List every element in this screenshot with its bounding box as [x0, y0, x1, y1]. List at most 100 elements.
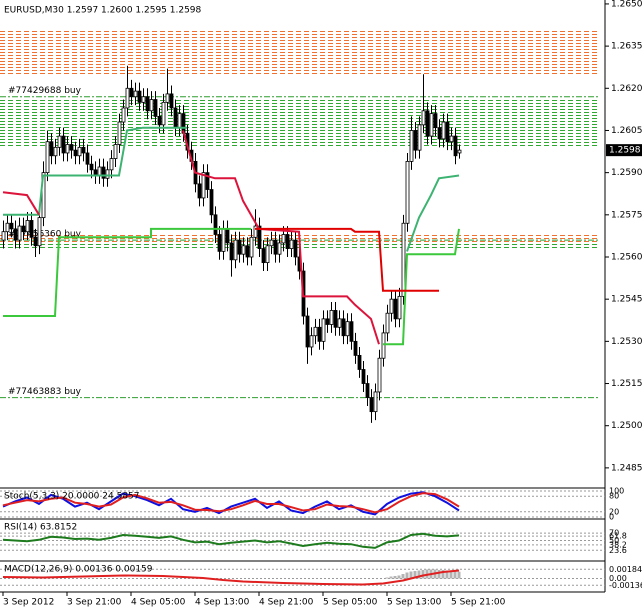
- indicator-line: [2, 569, 460, 586]
- candle-body: [325, 318, 330, 325]
- indicator-line: [255, 227, 439, 292]
- indicator-label: MACD(12,26,9) 0.00136 0.00159: [4, 565, 153, 575]
- candle-body: [337, 318, 342, 328]
- candle-body: [53, 146, 58, 157]
- candle-body: [333, 310, 338, 328]
- candle-body: [81, 146, 86, 154]
- candle-body: [437, 127, 442, 140]
- candle-body: [421, 110, 426, 126]
- chart-title: EURUSD,M30 1.2597 1.2600 1.2595 1.2598: [4, 6, 202, 16]
- candle-body: [257, 225, 262, 249]
- candle-body: [241, 245, 246, 255]
- candle-body: [397, 295, 402, 320]
- price-tag-label: 1.2598: [609, 146, 641, 156]
- candle-body: [429, 113, 434, 137]
- y-tick-label: 1.2650: [611, 0, 642, 9]
- candle-body: [405, 160, 410, 224]
- candle-body: [109, 158, 114, 171]
- order-label: #77456360 buy: [8, 230, 82, 240]
- candle-body: [361, 369, 366, 384]
- candle-body: [305, 315, 310, 348]
- x-tick-label: 4 Sep 13:00: [195, 598, 250, 608]
- candle-body: [425, 110, 430, 137]
- candle-body: [365, 383, 370, 398]
- candle-body: [377, 357, 382, 393]
- plot: #77429688 buy #77456360 buy #77463883 buy: [0, 65, 600, 423]
- candle-body: [5, 222, 10, 233]
- y-tick-label: 0: [609, 513, 614, 522]
- candle-body: [49, 141, 54, 157]
- y-tick-label: 61.8: [609, 532, 627, 541]
- indicator-line: [2, 532, 460, 549]
- candle-body: [221, 228, 226, 252]
- candle-body: [153, 99, 158, 117]
- candle-body: [145, 96, 150, 112]
- candle-body: [345, 321, 350, 337]
- histogram-bar: [405, 572, 409, 579]
- histogram-bar: [401, 574, 405, 579]
- x-tick-label: 5 Sep 21:00: [451, 598, 506, 608]
- histogram-bar: [409, 571, 413, 579]
- y-tick-label: 38.2: [609, 540, 627, 549]
- candle-body: [45, 141, 50, 174]
- candle-body: [137, 90, 142, 103]
- candle-body: [369, 397, 374, 413]
- x-tick-label: 3 Sep 21:00: [67, 598, 122, 608]
- candle-body: [125, 87, 130, 109]
- candle-body: [317, 326, 322, 342]
- candle-body: [133, 90, 138, 98]
- y-tick-label: 1.2560: [611, 252, 642, 262]
- histogram-bar: [441, 570, 445, 579]
- histogram-bar: [389, 576, 393, 579]
- candle-body: [89, 163, 94, 171]
- candle-body: [273, 239, 278, 255]
- candle-body: [205, 172, 210, 190]
- y-tick-label: 50: [609, 536, 619, 545]
- histogram-bar: [397, 575, 401, 579]
- candle-body: [1, 231, 6, 241]
- candle-body: [457, 149, 462, 154]
- candle-body: [277, 242, 282, 255]
- candle-body: [101, 166, 106, 179]
- candle-body: [389, 298, 394, 314]
- histogram-bar: [449, 571, 453, 579]
- candle-body: [413, 130, 418, 151]
- order-label: #77429688 buy: [8, 86, 82, 96]
- order-label: #77463883 buy: [8, 387, 82, 397]
- candle-body: [85, 152, 90, 165]
- y-tick-label: 1.2635: [611, 42, 642, 52]
- candle-body: [17, 225, 22, 241]
- candle-body: [373, 391, 378, 413]
- candle-body: [349, 321, 354, 342]
- y-tick-label: 1.2545: [611, 295, 642, 305]
- candle-body: [381, 332, 386, 359]
- candle-body: [69, 144, 74, 151]
- x-tick-label: 3 Sep 2012: [3, 598, 54, 608]
- candle-body: [105, 169, 110, 179]
- candle-body: [149, 99, 154, 112]
- candle-body: [13, 228, 18, 241]
- candle-body: [169, 93, 174, 109]
- candle-body: [453, 135, 458, 157]
- candle-body: [313, 326, 318, 337]
- x-tick-label: 5 Sep 13:00: [387, 598, 442, 608]
- candle-body: [309, 335, 314, 348]
- candle-body: [97, 166, 102, 176]
- y-tick-label: 1.2575: [611, 210, 642, 220]
- x-tick-label: 4 Sep 21:00: [259, 598, 314, 608]
- candle-body: [237, 239, 242, 255]
- candle-body: [341, 318, 346, 337]
- y-tick-label: -0.00136: [609, 581, 642, 590]
- candle-body: [385, 312, 390, 334]
- candle-body: [245, 245, 250, 258]
- candle-body: [121, 107, 126, 123]
- candle-body: [441, 121, 446, 140]
- y-tick-label: 1.2485: [611, 463, 642, 473]
- candle-body: [265, 245, 270, 264]
- x-tick-label: 4 Sep 05:00: [131, 598, 186, 608]
- candle-body: [213, 214, 218, 235]
- candle-body: [357, 355, 362, 370]
- y-tick-label: 100: [609, 487, 624, 496]
